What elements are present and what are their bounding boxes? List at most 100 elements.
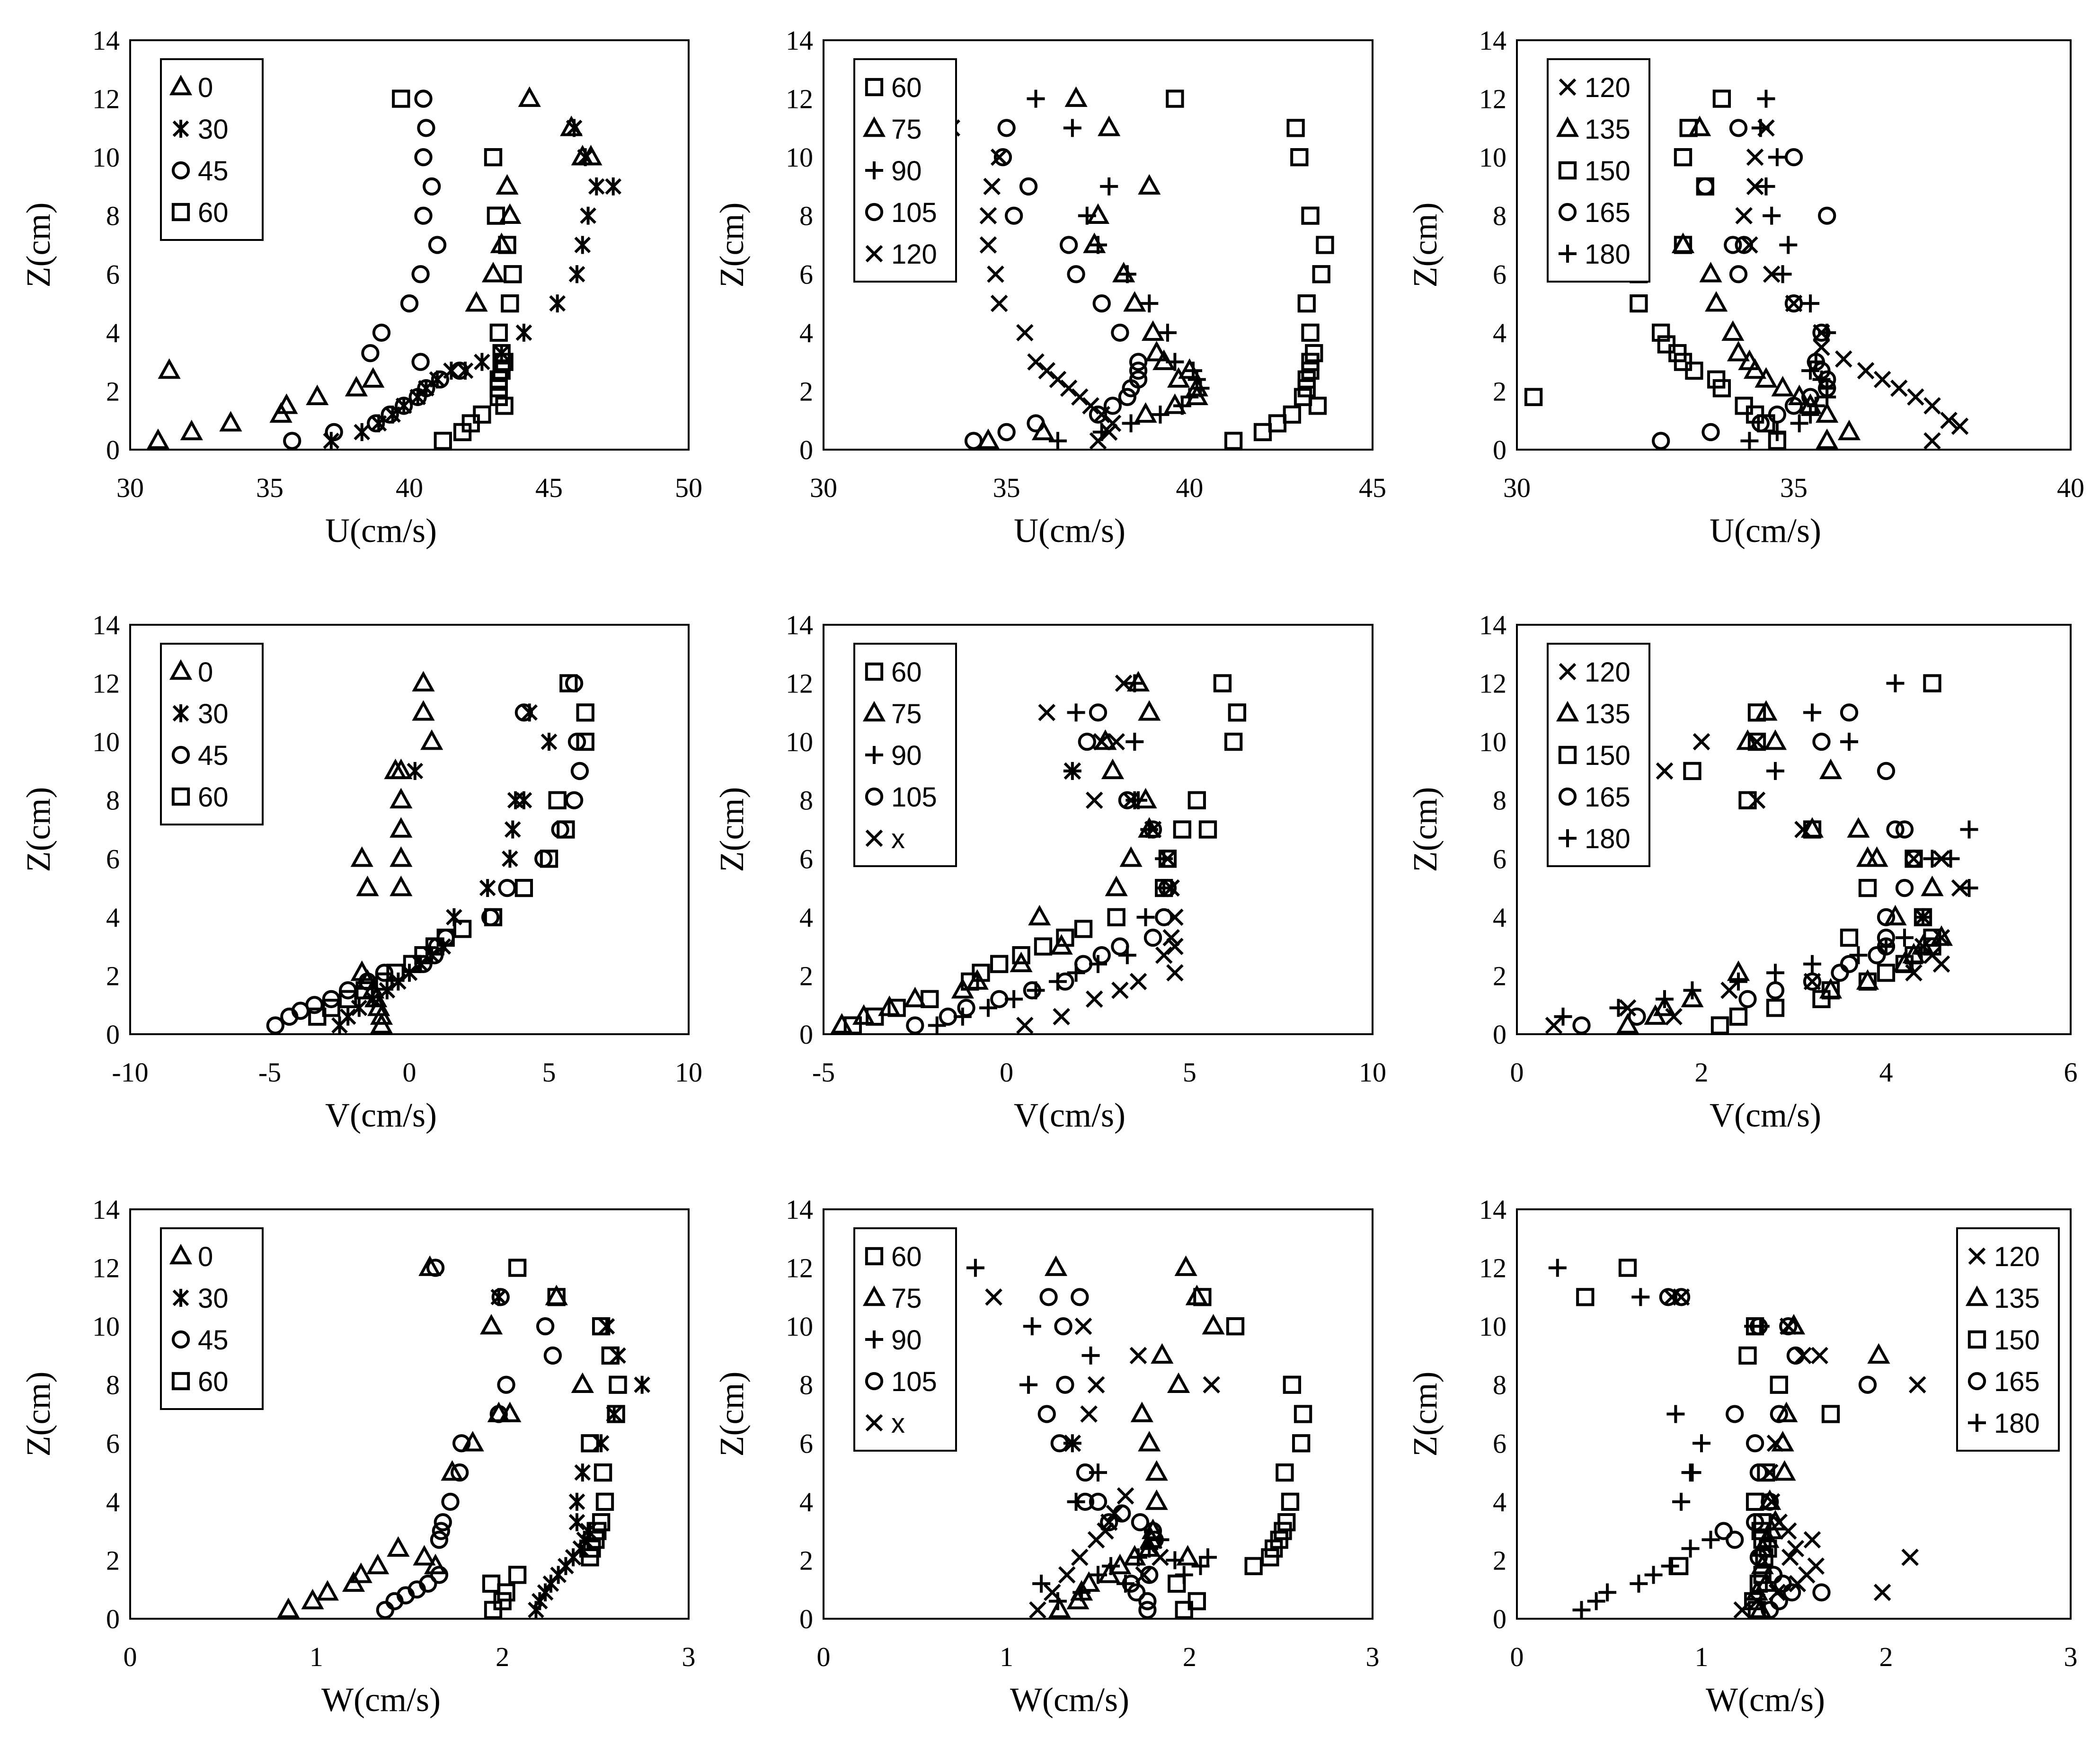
- data-point: [568, 1513, 585, 1532]
- y-tick-label: 2: [799, 960, 813, 991]
- data-point: [413, 1545, 436, 1566]
- data-point: [1082, 397, 1099, 415]
- y-tick-label: 0: [106, 1019, 120, 1050]
- data-point: [1749, 1548, 1768, 1567]
- data-point: [1748, 791, 1766, 809]
- data-point: [420, 729, 443, 750]
- y-tick-label: 14: [786, 25, 813, 56]
- data-point: [1101, 758, 1125, 780]
- data-point: [1059, 236, 1078, 254]
- data-point: [1729, 972, 1747, 991]
- data-point: [1790, 414, 1808, 433]
- data-point: [1138, 1431, 1161, 1452]
- data-point: [1779, 1317, 1798, 1336]
- data-point: [1244, 1557, 1263, 1575]
- data-point: [1145, 1460, 1168, 1481]
- data-point: [424, 1553, 447, 1575]
- plot-area-frame: [823, 624, 1373, 1035]
- x-tick-label: 5: [542, 1057, 556, 1088]
- y-tick-label: 4: [799, 318, 813, 348]
- data-point: [1587, 1592, 1605, 1610]
- data-point: [1653, 995, 1676, 1016]
- data-point: [1766, 981, 1785, 1000]
- data-point: [316, 1580, 339, 1601]
- data-point: [430, 1531, 449, 1549]
- x-tick-label: 45: [1359, 472, 1386, 503]
- data-point: [1312, 265, 1330, 284]
- data-point: [1039, 1288, 1058, 1306]
- data-point: [514, 703, 533, 722]
- data-point: [1155, 850, 1173, 868]
- data-point: [489, 1405, 508, 1423]
- data-point: [474, 353, 490, 371]
- data-point: [180, 419, 203, 441]
- data-point: [976, 428, 1000, 449]
- data-point: [1803, 972, 1822, 991]
- data-point: [1119, 846, 1143, 867]
- data-point: [1877, 762, 1896, 780]
- data-point: [1720, 982, 1738, 999]
- legend-marker: [1559, 245, 1577, 263]
- data-point: [1048, 1597, 1071, 1618]
- legend-label: 135: [1994, 1283, 2040, 1314]
- data-point: [1932, 850, 1950, 868]
- data-point: [1089, 432, 1107, 450]
- data-point: [322, 999, 340, 1017]
- data-point: [390, 875, 413, 896]
- data-point: [1816, 428, 1839, 449]
- data-point: [1185, 1285, 1208, 1305]
- data-point: [1162, 879, 1180, 897]
- data-point: [1746, 177, 1764, 195]
- data-point: [1063, 119, 1081, 137]
- data-point: [387, 1536, 410, 1557]
- series-180: [1740, 89, 1836, 450]
- data-point: [1100, 423, 1118, 441]
- legend-label: 30: [198, 114, 229, 145]
- data-point: [1198, 820, 1217, 839]
- legend-label: 90: [891, 1325, 922, 1356]
- data-point: [1092, 294, 1111, 313]
- data-point: [414, 148, 433, 167]
- data-point: [501, 294, 519, 313]
- data-point: [1168, 1574, 1186, 1593]
- data-point: [1145, 340, 1168, 362]
- data-point: [1757, 89, 1775, 108]
- data-point: [1857, 362, 1875, 380]
- data-point: [1656, 990, 1674, 1008]
- y-tick-label: 2: [1493, 1545, 1506, 1576]
- data-point: [1078, 206, 1096, 225]
- chart-panel-5: 0 2 4 6 8 10 12 14 -5 0 5 10 V(cm/s) Z(cm) 60 75 90 105 x: [713, 610, 1386, 1134]
- data-point: [345, 376, 368, 397]
- data-point: [1807, 1557, 1825, 1575]
- data-point: [964, 432, 983, 450]
- data-point: [1316, 236, 1334, 254]
- data-point: [441, 1492, 460, 1511]
- series-60: [1166, 89, 1334, 450]
- data-point: [1129, 973, 1147, 991]
- legend-box: [160, 1227, 264, 1410]
- legend: 120 135 150 165 180: [1547, 643, 1650, 867]
- data-point: [1940, 411, 1958, 429]
- data-point: [1738, 1346, 1757, 1365]
- data-point: [395, 397, 413, 415]
- data-point: [1803, 1531, 1821, 1549]
- x-axis-title: V(cm/s): [325, 1096, 437, 1134]
- data-point: [1884, 905, 1907, 926]
- data-point: [1618, 1259, 1637, 1277]
- data-point: [1572, 1601, 1591, 1619]
- data-point: [426, 1259, 445, 1277]
- data-point: [1129, 362, 1148, 380]
- y-tick-label: 12: [786, 1253, 813, 1284]
- data-point: [979, 236, 997, 254]
- data-point: [1757, 177, 1775, 195]
- data-point: [1751, 414, 1770, 433]
- legend-marker: [865, 1247, 884, 1266]
- x-axis-title: W(cm/s): [1706, 1681, 1825, 1719]
- legend-label: 60: [198, 197, 229, 228]
- series-60: [1168, 1288, 1312, 1619]
- data-point: [570, 762, 589, 780]
- y-tick-label: 6: [799, 259, 813, 290]
- data-point: [1054, 1317, 1072, 1336]
- data-point: [1162, 929, 1180, 947]
- data-point: [1027, 353, 1045, 371]
